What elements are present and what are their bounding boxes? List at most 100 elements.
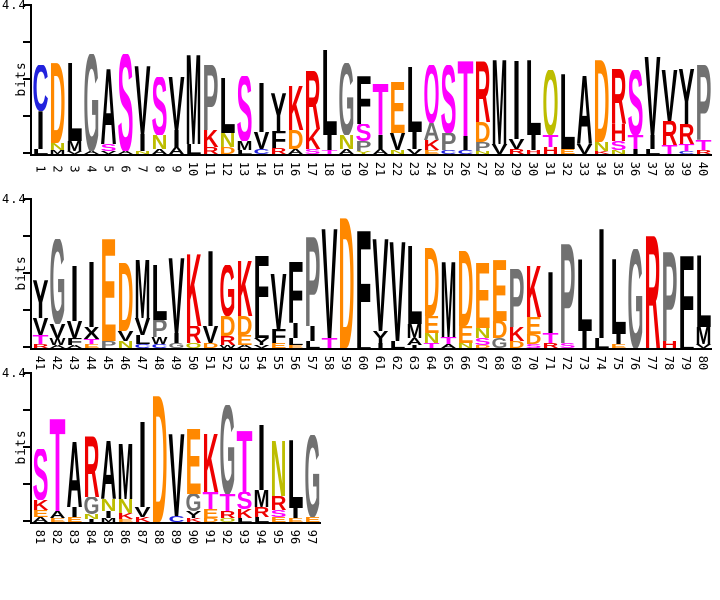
logo-letter-K: K xyxy=(594,151,611,154)
x-tick-label: 87 xyxy=(135,529,150,545)
svg-text:S: S xyxy=(271,510,287,517)
x-tick-label: 29 xyxy=(509,161,524,177)
svg-text:F: F xyxy=(356,231,372,343)
svg-text:V: V xyxy=(135,66,151,134)
svg-text:R: R xyxy=(679,124,695,144)
svg-text:E: E xyxy=(458,326,474,343)
svg-text:D: D xyxy=(220,147,236,154)
logo-letter-V: V xyxy=(33,318,50,335)
svg-text:R: R xyxy=(645,236,661,348)
logo-letter-S: S xyxy=(560,343,576,348)
svg-text:P: P xyxy=(305,237,321,326)
logo-letter-L: L xyxy=(526,60,542,135)
logo-letter-R: R xyxy=(271,496,287,510)
logo-letter-V: V xyxy=(322,229,338,338)
logo-letter-C: C xyxy=(679,151,695,154)
svg-text:V: V xyxy=(203,326,220,343)
logo-letter-K: K xyxy=(237,261,253,316)
logo-letter-I: I xyxy=(377,343,385,348)
y-tick xyxy=(23,198,30,200)
svg-text:V: V xyxy=(254,345,271,348)
logo-letter-L: L xyxy=(679,341,695,348)
y-tick xyxy=(23,272,30,274)
logo-letter-I: I xyxy=(598,229,606,338)
y-tick xyxy=(23,346,30,348)
logo-letter-S: S xyxy=(152,77,168,135)
svg-text:F: F xyxy=(356,76,372,124)
svg-text:K: K xyxy=(526,266,542,317)
svg-text:M: M xyxy=(492,60,508,144)
logo-letter-P: P xyxy=(560,244,576,343)
svg-text:E: E xyxy=(492,260,508,321)
svg-text:I: I xyxy=(581,331,589,348)
logo-letter-G: G xyxy=(186,494,202,511)
logo-letter-G: G xyxy=(84,497,100,514)
logo-letter-D: D xyxy=(458,251,474,326)
svg-text:I: I xyxy=(649,135,657,149)
svg-text:K: K xyxy=(203,434,219,492)
svg-text:D: D xyxy=(118,263,134,331)
svg-text:L: L xyxy=(407,246,423,324)
logo-letter-W: W xyxy=(220,345,237,348)
x-tick-label: 89 xyxy=(169,529,184,545)
x-tick-label: 91 xyxy=(203,529,218,545)
logo-letter-S: S xyxy=(356,124,372,141)
svg-text:M: M xyxy=(441,262,457,337)
x-tick-label: 59 xyxy=(339,355,354,371)
svg-text:F: F xyxy=(271,131,287,148)
logo-letter-S: S xyxy=(526,344,543,348)
svg-text:K: K xyxy=(509,327,525,341)
logo-letter-C: C xyxy=(458,150,475,154)
svg-text:V: V xyxy=(67,321,84,338)
svg-text:A: A xyxy=(169,147,186,154)
x-tick-label: 76 xyxy=(628,355,643,371)
logo-letter-L: L xyxy=(186,144,202,154)
logo-letter-R: R xyxy=(645,236,661,348)
svg-text:N: N xyxy=(594,142,610,151)
svg-text:D: D xyxy=(509,341,525,348)
svg-text:I: I xyxy=(530,135,538,150)
logo-letter-I: I xyxy=(377,135,385,149)
logo-letter-F: F xyxy=(67,338,83,345)
svg-text:H: H xyxy=(543,147,559,154)
svg-text:W: W xyxy=(50,338,67,345)
logo-letter-T: T xyxy=(543,135,560,147)
svg-text:S: S xyxy=(237,76,253,141)
svg-text:I: I xyxy=(173,130,181,147)
logo-letter-I: I xyxy=(649,135,657,149)
logo-letter-D: D xyxy=(50,63,66,143)
svg-text:N: N xyxy=(101,499,117,511)
svg-text:A: A xyxy=(50,511,67,518)
svg-text:V: V xyxy=(135,318,152,335)
logo-letter-E: E xyxy=(492,260,508,321)
logo-letter-A: A xyxy=(424,123,440,140)
logo-letter-L: L xyxy=(407,246,423,324)
svg-text:Y: Y xyxy=(356,151,373,154)
logo-letter-T: T xyxy=(458,61,474,136)
svg-text:V: V xyxy=(271,274,287,329)
x-tick-label: 58 xyxy=(322,355,337,371)
logo-letter-W: W xyxy=(152,337,169,344)
svg-text:A: A xyxy=(118,151,134,154)
svg-text:Q: Q xyxy=(424,65,440,123)
logo-letter-E: E xyxy=(288,345,305,348)
logo-letter-P: P xyxy=(662,252,678,341)
logo-letter-K: K xyxy=(186,254,202,326)
x-tick-label: 34 xyxy=(594,161,609,177)
svg-text:I: I xyxy=(292,508,300,518)
svg-text:T: T xyxy=(441,337,458,344)
svg-text:V: V xyxy=(67,151,84,154)
logo-letter-G: G xyxy=(628,249,644,348)
logo-letter-N: N xyxy=(424,333,440,343)
y-axis-row-1: 4.4 bits xyxy=(2,0,30,154)
logo-letter-V: V xyxy=(169,434,185,516)
